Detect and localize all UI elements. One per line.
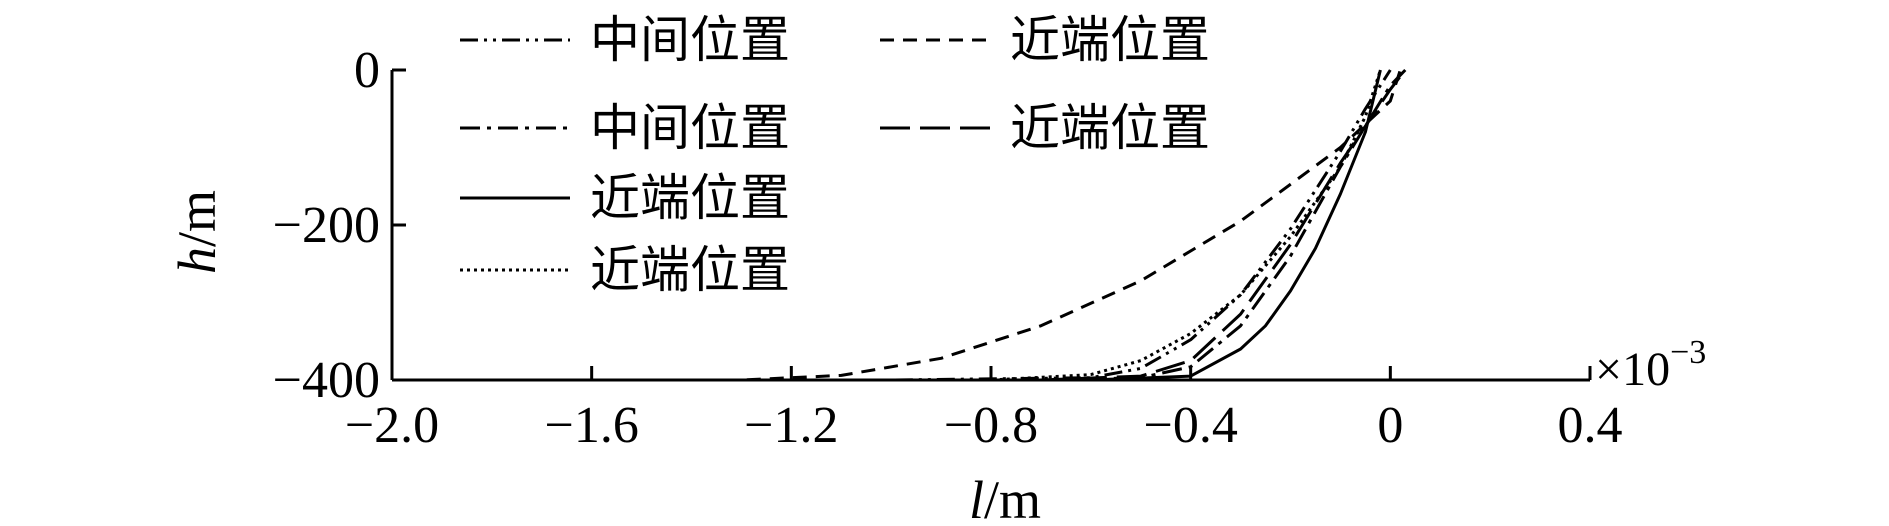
series-line-dashed-long (516, 69, 1407, 382)
axes: −2.0 −1.6 −1.2 −0.8 −0.4 0 0.4 0 −200 −400 (273, 42, 1623, 454)
x-axis-label: l/m (969, 470, 1041, 526)
y-axis-label: h/m (167, 190, 227, 274)
legend-label: 近端位置 (1010, 12, 1210, 68)
x-tick-label: −0.4 (1144, 397, 1238, 454)
x-tick-label: −1.2 (744, 397, 838, 454)
y-tick-label: −400 (273, 352, 380, 409)
legend-label: 中间位置 (590, 12, 790, 68)
x-tick-label: −0.8 (944, 397, 1038, 454)
x-tick-label: −2.0 (345, 397, 439, 454)
x-tick-label: −1.6 (545, 397, 639, 454)
x-tick-label: 0 (1377, 397, 1403, 454)
series-line-dotted (516, 69, 1382, 382)
series-line-dashed-short (516, 69, 1402, 382)
series-line-solid (516, 69, 1382, 382)
legend-label: 近端位置 (590, 170, 790, 226)
x-tick-label: 0.4 (1558, 397, 1623, 454)
y-tick-label: 0 (354, 42, 380, 99)
legend-label: 近端位置 (590, 242, 790, 298)
legend-label: 近端位置 (1010, 100, 1210, 156)
y-tick-label: −200 (273, 197, 380, 254)
series-layer (516, 68, 1407, 382)
legend-label: 中间位置 (590, 100, 790, 156)
x-exponent-label: ×10−3 (1595, 334, 1706, 396)
